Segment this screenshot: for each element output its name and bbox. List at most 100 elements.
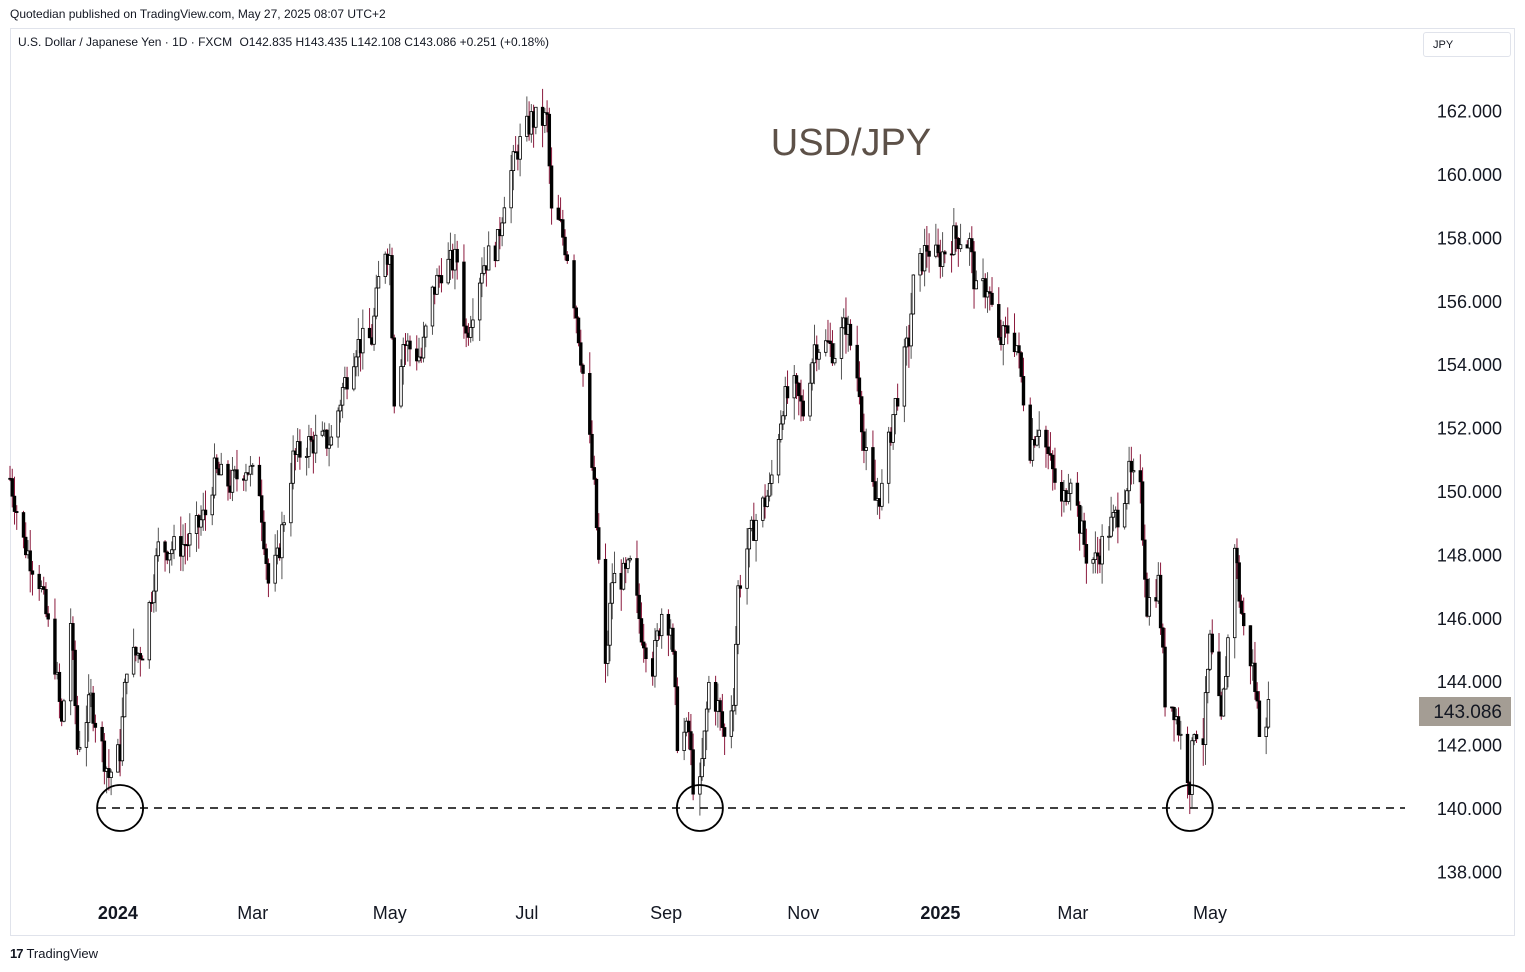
y-tick-label: 150.000 [1437, 482, 1502, 502]
candle [511, 144, 516, 191]
candle [138, 646, 143, 677]
candle [761, 495, 765, 528]
candle [430, 285, 435, 335]
candle [336, 407, 340, 448]
candle [588, 352, 592, 444]
x-tick-label: Nov [787, 903, 819, 923]
candle [1109, 496, 1113, 539]
candle [612, 551, 617, 584]
candle [262, 510, 266, 556]
y-tick-label: 148.000 [1437, 545, 1502, 565]
candle [401, 337, 405, 385]
candle [1046, 429, 1050, 470]
candle [1066, 473, 1071, 505]
y-tick-label: 162.000 [1437, 102, 1502, 122]
candle [1050, 450, 1055, 491]
candle [367, 308, 372, 339]
candle [936, 228, 940, 258]
x-tick-label: May [1193, 903, 1227, 923]
candle [203, 490, 208, 531]
candle [1084, 528, 1089, 584]
candle [1091, 557, 1095, 574]
tradingview-logo-icon: 17 [10, 946, 24, 961]
candle [340, 382, 345, 419]
candle [1035, 429, 1039, 447]
candle [871, 430, 875, 487]
candle [610, 563, 614, 620]
candle [320, 421, 325, 438]
candle [1161, 623, 1165, 654]
candle [446, 242, 450, 285]
candle [163, 540, 167, 572]
candle [673, 649, 677, 706]
candle [597, 513, 601, 564]
candle [1235, 538, 1239, 579]
candle [235, 449, 239, 492]
candle [1006, 307, 1010, 345]
candle [415, 335, 419, 371]
candle [199, 505, 203, 536]
y-tick-label: 142.000 [1437, 736, 1502, 756]
candle [464, 318, 468, 348]
candle [666, 609, 671, 657]
candle [776, 433, 781, 484]
candle [828, 322, 832, 357]
candle [922, 228, 927, 287]
candle [1264, 717, 1268, 755]
x-tick-label: 2024 [98, 903, 138, 923]
low-circle [1165, 784, 1214, 832]
candle [848, 319, 853, 351]
candle [309, 427, 313, 442]
candle [417, 337, 421, 364]
x-axis: 2024 Mar May Jul Sep Nov 2025 Mar May [98, 903, 1227, 923]
candle [1129, 446, 1134, 485]
candle [1100, 524, 1104, 584]
candle [956, 236, 961, 267]
candle [729, 695, 734, 749]
candle [707, 675, 711, 713]
candle [435, 268, 439, 295]
currency-selector[interactable]: JPY [1423, 32, 1511, 57]
candle [495, 229, 500, 262]
candle [783, 376, 787, 420]
candle [183, 523, 187, 565]
y-tick-label: 138.000 [1437, 862, 1502, 882]
candle [462, 244, 466, 339]
candle [1068, 478, 1073, 511]
candle [329, 425, 334, 447]
candle [188, 513, 192, 558]
candle [210, 486, 214, 526]
candle [325, 429, 329, 457]
candle [686, 712, 691, 750]
footer[interactable]: 17 TradingView [10, 946, 98, 961]
candle [1255, 682, 1259, 709]
candle [734, 626, 738, 715]
candle [24, 522, 28, 559]
candle [833, 343, 837, 366]
candle [230, 457, 235, 502]
candle [259, 479, 264, 542]
candle [830, 330, 835, 366]
candle [864, 428, 868, 471]
candle [361, 309, 365, 370]
candle [1111, 504, 1116, 532]
candle [1248, 625, 1253, 685]
candle [594, 477, 599, 531]
candle [642, 623, 646, 663]
symbol-legend[interactable]: U.S. Dollar / Japanese Yen · 1D · FXCM O… [18, 35, 549, 49]
candle [859, 390, 864, 452]
candle [902, 338, 907, 423]
candle [1217, 633, 1221, 697]
x-tick-label: Mar [237, 903, 268, 923]
candle [167, 552, 172, 574]
price-tag-bg [1419, 697, 1511, 726]
candle [1176, 707, 1181, 742]
candle [565, 251, 570, 264]
candle [152, 574, 156, 613]
candle [810, 358, 814, 391]
candle [120, 697, 125, 766]
candle [147, 600, 152, 669]
candle [1224, 656, 1228, 690]
candle [626, 557, 630, 574]
